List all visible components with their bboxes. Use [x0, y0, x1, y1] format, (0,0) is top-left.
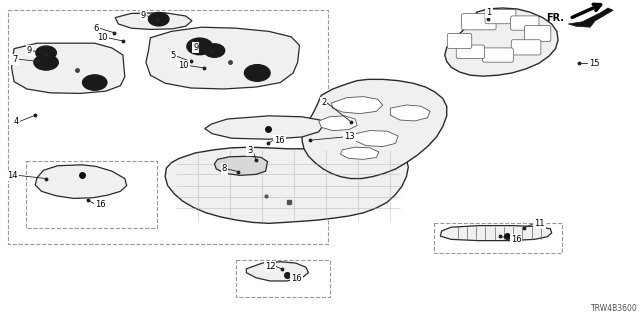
- Ellipse shape: [148, 12, 169, 26]
- Text: 5: 5: [171, 52, 176, 60]
- Text: 13: 13: [344, 132, 355, 141]
- Text: 4: 4: [14, 117, 19, 126]
- Polygon shape: [12, 43, 125, 93]
- Text: 9: 9: [193, 43, 198, 52]
- Polygon shape: [205, 116, 323, 139]
- Text: TRW4B3600: TRW4B3600: [591, 304, 637, 313]
- Polygon shape: [35, 165, 127, 198]
- Polygon shape: [115, 13, 192, 29]
- Polygon shape: [355, 131, 398, 147]
- Text: 6: 6: [94, 24, 99, 33]
- Polygon shape: [165, 147, 408, 223]
- Text: 3: 3: [248, 146, 253, 155]
- Text: FR.: FR.: [547, 12, 564, 23]
- Polygon shape: [390, 105, 430, 121]
- Text: 9: 9: [27, 46, 32, 55]
- Text: 11: 11: [534, 219, 545, 228]
- Polygon shape: [332, 97, 383, 114]
- Polygon shape: [340, 147, 379, 159]
- Ellipse shape: [244, 65, 270, 81]
- FancyBboxPatch shape: [483, 48, 513, 62]
- Ellipse shape: [83, 75, 107, 90]
- FancyBboxPatch shape: [447, 33, 472, 49]
- Text: 1: 1: [486, 8, 492, 17]
- FancyBboxPatch shape: [456, 45, 484, 59]
- Text: 10: 10: [179, 61, 189, 70]
- Text: 12: 12: [265, 262, 275, 271]
- Text: 16: 16: [291, 274, 302, 283]
- Polygon shape: [302, 79, 447, 179]
- Ellipse shape: [204, 44, 225, 57]
- FancyBboxPatch shape: [524, 26, 551, 42]
- Polygon shape: [445, 8, 558, 76]
- Text: 15: 15: [589, 59, 599, 68]
- Text: 16: 16: [274, 136, 285, 145]
- Ellipse shape: [36, 46, 56, 60]
- Polygon shape: [319, 116, 357, 131]
- Polygon shape: [568, 8, 613, 27]
- Text: 14: 14: [8, 171, 18, 180]
- Text: 7: 7: [13, 55, 18, 64]
- Polygon shape: [146, 27, 300, 89]
- FancyBboxPatch shape: [485, 10, 516, 24]
- Text: 8: 8: [222, 164, 227, 173]
- Polygon shape: [440, 226, 552, 241]
- Text: 16: 16: [95, 200, 106, 209]
- FancyBboxPatch shape: [461, 14, 496, 30]
- Ellipse shape: [187, 38, 212, 55]
- Text: 16: 16: [511, 235, 522, 244]
- Text: 2: 2: [321, 98, 326, 107]
- Ellipse shape: [34, 55, 58, 70]
- Text: 10: 10: [97, 33, 108, 42]
- Text: 9: 9: [141, 11, 146, 20]
- Polygon shape: [214, 156, 268, 175]
- Polygon shape: [246, 262, 308, 281]
- FancyBboxPatch shape: [511, 16, 539, 30]
- FancyBboxPatch shape: [511, 40, 541, 55]
